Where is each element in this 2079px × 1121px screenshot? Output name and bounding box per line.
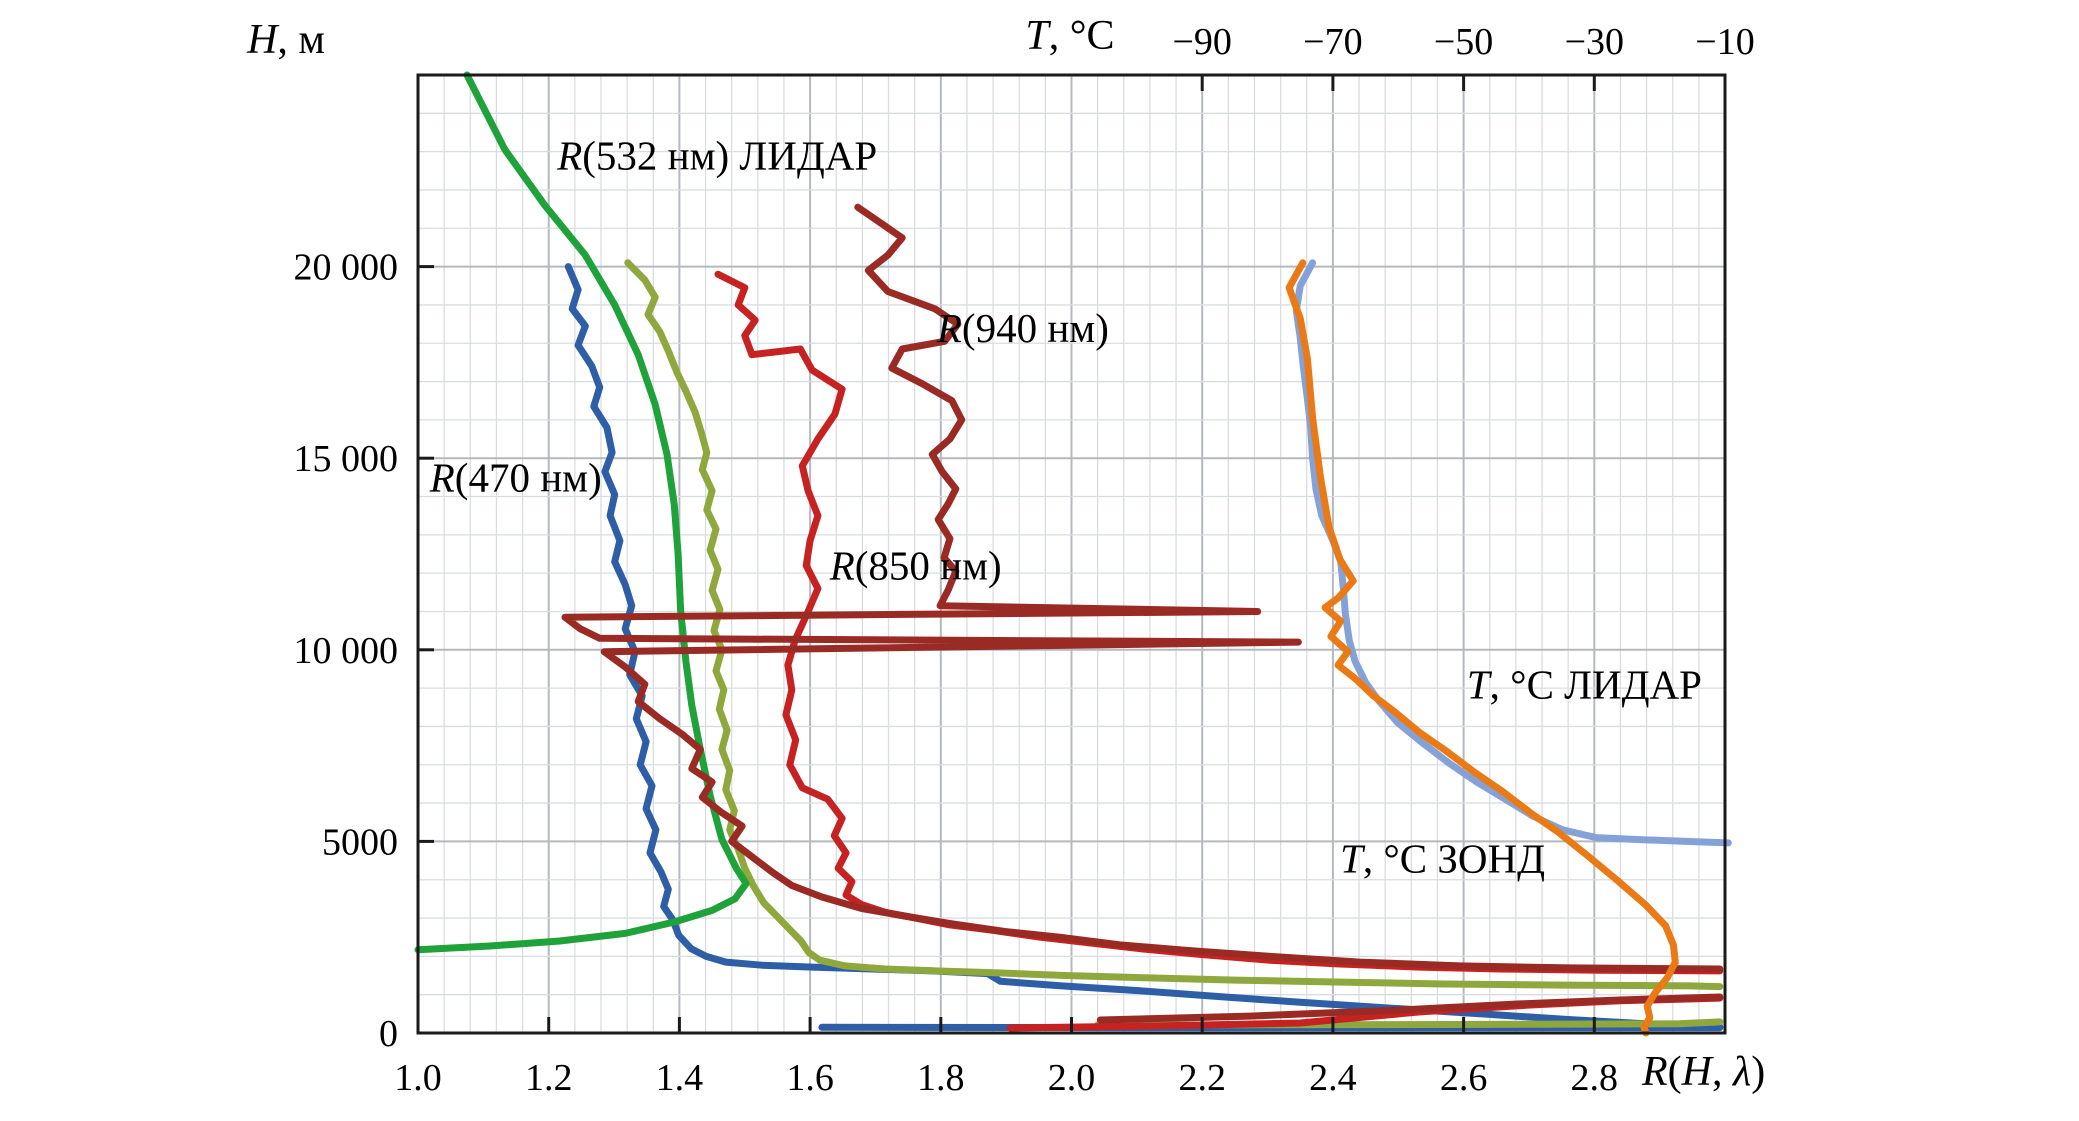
- x-axis-tick-label: 2.0: [1048, 1057, 1096, 1099]
- x-axis-tick-label: 1.0: [394, 1057, 442, 1099]
- y-axis-tick-label: 15 000: [294, 438, 399, 480]
- curve-R940: [561, 203, 1724, 973]
- x-axis-tick-label: 1.6: [786, 1057, 834, 1099]
- label-R470: R(470 нм): [429, 454, 602, 500]
- top-axis-tick-label: −50: [1434, 21, 1493, 63]
- label-T-zond: T, °C ЗОНД: [1340, 836, 1545, 882]
- top-axis-tick-label: −10: [1695, 21, 1754, 63]
- curve-R-olive: [624, 259, 1724, 991]
- x-axis-tick-label: 2.6: [1440, 1057, 1488, 1099]
- label-R850: R(850 нм): [829, 542, 1002, 588]
- label-R940: R(940 нм): [936, 305, 1109, 351]
- x-axis-tick-label: 2.2: [1178, 1057, 1226, 1099]
- y-axis-tick-label: 5000: [322, 821, 398, 863]
- y-axis-tick-label: 10 000: [294, 630, 399, 672]
- x-axis-tick-label: 2.4: [1309, 1057, 1357, 1099]
- top-axis-tick-label: −90: [1172, 21, 1231, 63]
- y-axis-tick-label: 20 000: [294, 247, 399, 289]
- curve-T-lidar: [1292, 259, 1732, 847]
- curve-T-zond: [1285, 259, 1679, 1037]
- y-axis-tick-label: 0: [379, 1013, 398, 1055]
- top-axis-title: T, °C: [1025, 13, 1115, 59]
- curve-R470: [564, 263, 1724, 1031]
- curve-R532: [414, 71, 750, 954]
- x-axis-tick-label: 1.4: [656, 1057, 704, 1099]
- x-axis-tick-label: 1.2: [525, 1057, 573, 1099]
- x-axis-tick-label: 2.8: [1571, 1057, 1619, 1099]
- label-T-lidar: T, °C ЛИДАР: [1467, 661, 1702, 707]
- top-axis-tick-label: −70: [1303, 21, 1362, 63]
- top-axis-tick-label: −30: [1565, 21, 1624, 63]
- curve-R940: [1096, 993, 1724, 1024]
- curve-R850: [714, 270, 1724, 975]
- x-axis-title: R(H, λ): [1642, 1049, 1766, 1095]
- y-axis-title: H, м: [247, 17, 325, 63]
- x-axis-tick-label: 1.8: [917, 1057, 965, 1099]
- label-R532: R(532 нм) ЛИДАР: [556, 132, 877, 178]
